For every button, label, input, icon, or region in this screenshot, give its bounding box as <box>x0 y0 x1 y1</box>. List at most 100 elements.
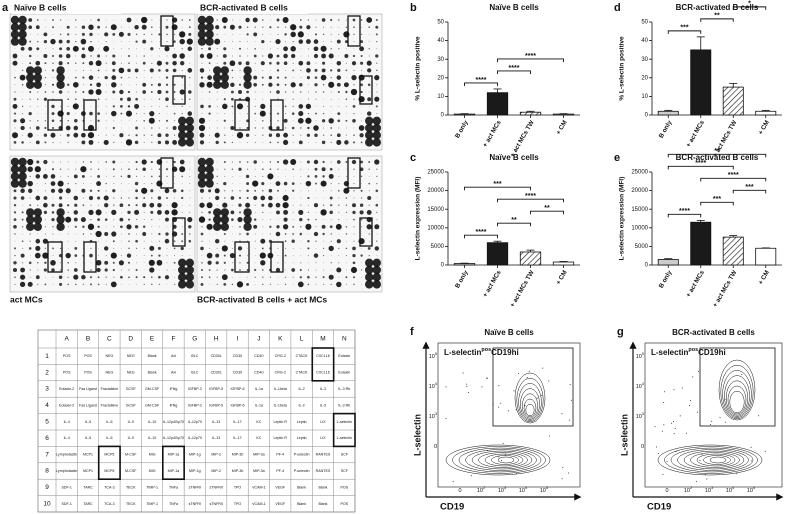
blot-spot <box>110 24 117 31</box>
blot-spot <box>330 141 332 144</box>
blot-spot <box>277 33 279 35</box>
event-dot <box>692 376 694 378</box>
table-cell: CD30L <box>211 354 222 358</box>
blot-spot <box>315 211 317 213</box>
blot-spot <box>82 76 85 79</box>
bar <box>552 113 575 116</box>
table-cell: CXCL16 <box>316 371 330 375</box>
table-cell: Fractalkine <box>101 387 119 391</box>
blot-spot <box>136 91 138 93</box>
blot-spot <box>82 283 85 286</box>
blot-spot <box>188 90 192 94</box>
event-dot <box>701 454 703 456</box>
blot-spot <box>336 39 341 44</box>
blot-spot <box>166 33 168 36</box>
blot-spot <box>253 224 258 229</box>
flow-plot: f Naïve B cellsL-selectinposCD19hi1051041… <box>410 326 582 513</box>
blot-spot <box>307 98 309 100</box>
contour <box>724 375 750 417</box>
y-axis-label: % L-selectin positive <box>415 36 422 101</box>
table-cell: NEG <box>127 371 135 375</box>
blot-image <box>196 13 383 151</box>
row-header: 6 <box>45 435 49 442</box>
blot-spot <box>35 140 40 145</box>
blot-spot <box>207 260 212 265</box>
blot-spot <box>158 33 161 36</box>
blot-spot <box>330 190 332 192</box>
blot-spot <box>360 40 364 44</box>
blot-spot <box>89 189 93 192</box>
blot-spot <box>88 195 94 201</box>
blot-spot <box>10 172 20 181</box>
blot-spot <box>345 119 348 122</box>
blot-spot <box>113 98 115 100</box>
blot-spot <box>103 195 109 201</box>
blot-spot <box>206 202 213 209</box>
blot-spot <box>188 26 191 29</box>
table-cell: IL-13 <box>212 420 220 424</box>
tick-text: 10 <box>429 354 435 360</box>
blot-spot <box>120 275 123 279</box>
blot-spot <box>352 276 356 279</box>
blot-spot <box>322 61 326 65</box>
table-cell: MCP5 <box>104 469 114 473</box>
blot-spot <box>178 280 187 289</box>
blot-spot <box>87 223 95 230</box>
blot-spot <box>307 275 310 279</box>
blot-spot <box>223 261 226 264</box>
blot-spot <box>307 141 309 143</box>
blot-spot <box>261 76 264 79</box>
blot-spot <box>360 269 363 271</box>
event-dot <box>526 376 528 378</box>
blot-spot <box>300 77 302 79</box>
blot-spot <box>44 62 47 65</box>
blot-spot <box>157 202 162 208</box>
blot-spot <box>75 233 77 235</box>
blot-spot <box>82 197 84 199</box>
blot-spot <box>322 134 325 136</box>
table-cell: sTNFRI <box>189 502 201 506</box>
blot-spot <box>88 61 94 66</box>
blot-spot <box>209 283 211 285</box>
blot-image <box>9 13 196 151</box>
significance-bracket <box>667 213 702 218</box>
blot-spot <box>35 126 40 130</box>
blot-spot <box>89 276 93 279</box>
blot-spot <box>35 238 41 244</box>
blot-spot <box>111 61 116 66</box>
blot-spot <box>26 222 35 231</box>
blot-spot <box>323 127 325 129</box>
blot-spot <box>300 240 302 242</box>
blot-spot <box>246 261 249 264</box>
blot-spot <box>313 46 319 52</box>
blot-spot <box>361 26 363 28</box>
blot-spot <box>328 274 334 280</box>
blot-spot <box>344 54 349 58</box>
blot-spot <box>181 69 183 71</box>
blot-spot <box>189 105 191 107</box>
blot-spot <box>262 211 264 214</box>
blot-spot <box>174 48 176 50</box>
blot-spot <box>75 190 77 192</box>
bar <box>755 110 777 116</box>
event-dot <box>689 400 691 402</box>
blot-spot <box>374 224 380 230</box>
flow-plot: g BCR-activated B cellsL-selectinposCD19h… <box>617 326 784 513</box>
table-cell: IGFBP-5 <box>209 387 223 391</box>
array-map-table: A B C D E F G H I J K L M N1 POS POS NEG NEG Blank Axl BLC CD… <box>37 329 356 513</box>
blot-spot <box>29 175 31 178</box>
blot-spot <box>51 83 55 86</box>
blot-spot <box>29 127 31 129</box>
blot-spot <box>282 17 289 23</box>
blot-spot <box>239 262 241 264</box>
table-cell: Eotaxin <box>338 354 350 358</box>
highlight-box <box>83 241 97 273</box>
blot-spot <box>345 26 348 28</box>
event-dot <box>681 387 683 389</box>
blot-spot <box>261 203 265 207</box>
column-header: C <box>107 336 112 343</box>
contour <box>514 372 546 424</box>
blot-spot <box>305 180 312 187</box>
tick-label: 104 <box>519 486 528 494</box>
